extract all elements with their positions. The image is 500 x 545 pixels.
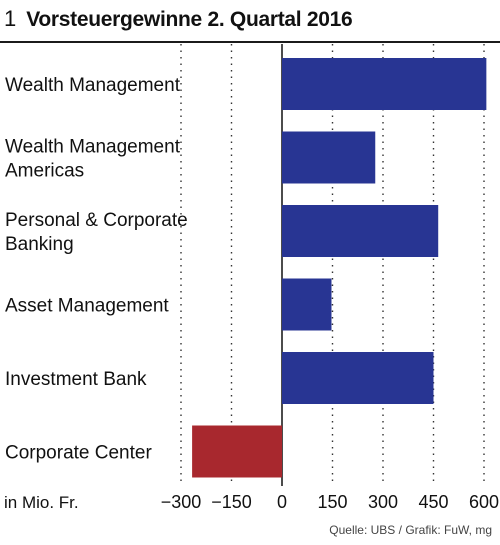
x-tick-label: 450 bbox=[418, 492, 448, 512]
bar bbox=[282, 278, 332, 331]
source-note: Quelle: UBS / Grafik: FuW, mg bbox=[329, 523, 492, 537]
chart-title: Vorsteuergewinne 2. Quartal 2016 bbox=[26, 8, 353, 31]
x-tick-label: −300 bbox=[161, 492, 202, 512]
category-label-line: Banking bbox=[5, 234, 74, 255]
chart-number: 1 bbox=[4, 6, 17, 31]
category-label-line: Personal & Corporate bbox=[5, 210, 188, 231]
category-label: Corporate Center bbox=[5, 443, 152, 464]
x-tick-label: 0 bbox=[277, 492, 287, 512]
x-tick-label: 600 bbox=[469, 492, 499, 512]
x-tick-label: 150 bbox=[317, 492, 347, 512]
category-label-line: Americas bbox=[5, 161, 84, 182]
unit-label: in Mio. Fr. bbox=[4, 493, 79, 512]
category-label: Wealth Management Americas bbox=[5, 137, 181, 182]
category-label: Investment Bank bbox=[5, 369, 147, 390]
category-label-line: Investment Bank bbox=[5, 369, 147, 390]
category-label: Asset Management bbox=[5, 296, 169, 317]
category-label: Wealth Management bbox=[5, 75, 181, 96]
category-label-line: Asset Management bbox=[5, 296, 169, 317]
bar bbox=[282, 58, 487, 110]
x-tick-label: 300 bbox=[368, 492, 398, 512]
category-label-line: Wealth Management bbox=[5, 137, 181, 158]
x-axis-ticks: in Mio. Fr. −300 −150 0 150 300 450 600 bbox=[4, 492, 499, 512]
category-label-line: Wealth Management bbox=[5, 75, 181, 96]
bar bbox=[282, 131, 376, 184]
category-label-line: Corporate Center bbox=[5, 443, 152, 464]
title-divider bbox=[0, 41, 500, 43]
chart-title-row: 1 Vorsteuergewinne 2. Quartal 2016 bbox=[4, 6, 353, 40]
x-tick-label: −150 bbox=[211, 492, 252, 512]
bar bbox=[282, 205, 439, 257]
category-label: Personal & Corporate Banking bbox=[5, 210, 188, 255]
grid-lines bbox=[180, 44, 485, 486]
bar bbox=[192, 425, 282, 478]
bar bbox=[282, 352, 434, 404]
category-labels: Wealth Management Wealth Management Americ… bbox=[5, 75, 188, 464]
bars bbox=[192, 58, 487, 478]
